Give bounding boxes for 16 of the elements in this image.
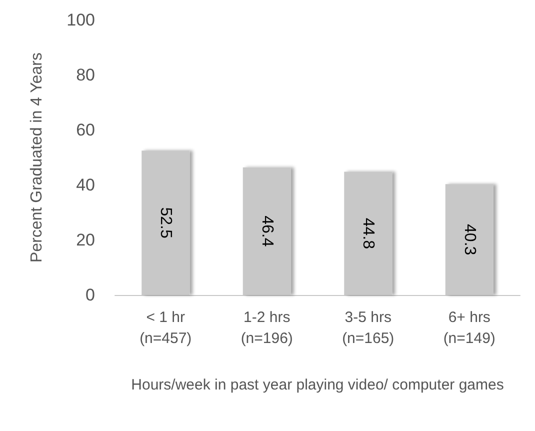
- y-tick-label: 40: [76, 176, 95, 194]
- y-tick-label: 0: [86, 286, 95, 304]
- data-label: 44.8: [360, 218, 377, 250]
- x-tick-label: 3-5 hrs (n=165): [342, 309, 394, 347]
- data-label: 40.3: [460, 224, 478, 256]
- y-tick-label: 60: [76, 120, 95, 140]
- y-axis-title: Percent Graduated in 4 Years: [28, 52, 46, 262]
- x-tick-label: 1-2 hrs (n=196): [240, 309, 293, 347]
- x-tick-label: < 1 hr (n=457): [140, 309, 192, 347]
- x-axis-title: Hours/week in past year playing video/ computer games: [131, 376, 504, 394]
- y-tick-label: 20: [76, 230, 95, 250]
- data-label: 46.4: [258, 216, 276, 247]
- x-tick-label: 6+ hrs (n=149): [443, 309, 496, 347]
- y-tick-label: 100: [66, 10, 95, 30]
- y-tick-label: 80: [76, 66, 95, 84]
- data-label: 52.5: [157, 207, 174, 238]
